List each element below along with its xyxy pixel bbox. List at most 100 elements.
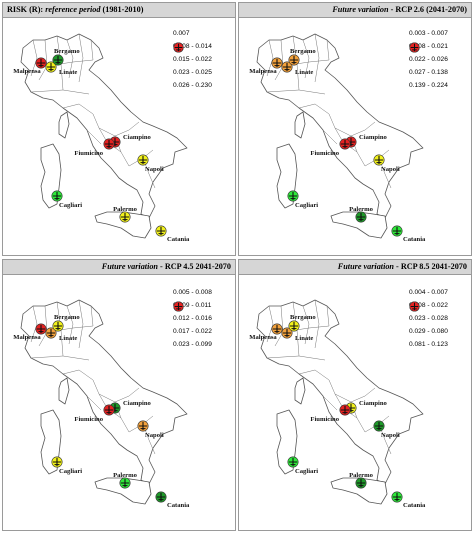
- legend: 0.005 - 0.008 0.009 - 0.011 0.012 - 0.016 0…: [173, 286, 212, 351]
- airport-label-malpensa: Malpensa: [13, 334, 41, 341]
- airport-marker-fiumicino: [339, 138, 351, 150]
- legend-label: 0.023 - 0.099: [173, 341, 212, 348]
- airport-marker-catania: [391, 225, 403, 237]
- airplane-icon: [173, 301, 184, 312]
- panel-rcp-2-6: Future variation - RCP 2.6 (2041-2070) M…: [238, 2, 472, 256]
- airport-marker-linate: [45, 61, 57, 73]
- legend-label: 0.004 - 0.007: [409, 289, 448, 296]
- airport-label-cagliari: Cagliari: [59, 202, 82, 209]
- airport-label-napoli: Napoli: [381, 166, 400, 173]
- panel-rcp-8-5: Future variation - RCP 8.5 2041-2070 Mal…: [238, 259, 472, 531]
- airport-label-palermo: Palermo: [349, 206, 374, 213]
- legend-label: 0.017 - 0.022: [173, 328, 212, 335]
- airport-label-linate: Linate: [295, 69, 313, 76]
- panel-rcp-4-5: Future variation - RCP 4.5 2041-2070 Mal…: [2, 259, 236, 531]
- airport-marker-palermo: [119, 477, 131, 489]
- airport-marker-malpensa: [271, 323, 283, 335]
- airport-marker-bergamo: [52, 54, 64, 66]
- legend-item: 0.003 - 0.007: [409, 27, 448, 53]
- airport-marker-malpensa: [35, 323, 47, 335]
- legend-item: 0.029 - 0.080: [409, 301, 448, 338]
- airport-label-ciampino: Ciampino: [359, 400, 388, 407]
- airport-label-linate: Linate: [59, 335, 77, 342]
- airport-marker-napoli: [373, 420, 385, 432]
- legend-label: 0.009 - 0.011: [173, 302, 212, 309]
- airport-marker-catania: [391, 491, 403, 503]
- legend-item: 0.015 - 0.022: [173, 42, 212, 66]
- legend-label: 0.008 - 0.022: [409, 302, 448, 309]
- airport-label-napoli: Napoli: [381, 432, 400, 439]
- legend-label: 0.003 - 0.007: [409, 30, 448, 37]
- airport-label-fiumicino: Fiumicino: [74, 150, 103, 157]
- legend-label: 0.007: [173, 30, 190, 37]
- airport-marker-linate: [281, 327, 293, 339]
- legend-item: 0.012 - 0.016: [173, 301, 212, 325]
- airport-label-bergamo: Bergamo: [290, 48, 316, 55]
- airport-marker-palermo: [119, 211, 131, 223]
- airport-label-catania: Catania: [167, 236, 190, 243]
- legend: 0.004 - 0.007 0.008 - 0.022 0.023 - 0.028 0…: [409, 286, 448, 351]
- airport-marker-malpensa: [271, 57, 283, 69]
- legend-label: 0.139 - 0.224: [409, 82, 448, 89]
- legend-label: 0.008 - 0.014: [173, 43, 212, 50]
- panel-title: RISK (R): reference period (1981-2010): [3, 3, 235, 18]
- italy-map: Malpensa Linate Bergamo Ciampino Fiumicino Na…: [249, 33, 426, 243]
- airport-marker-linate: [281, 61, 293, 73]
- airport-label-napoli: Napoli: [145, 432, 164, 439]
- airport-label-napoli: Napoli: [145, 166, 164, 173]
- italy-map: Malpensa Linate Bergamo Ciampino Fiumicino Na…: [13, 299, 190, 509]
- airport-label-palermo: Palermo: [113, 206, 138, 213]
- airport-label-catania: Catania: [403, 236, 426, 243]
- airport-marker-fiumicino: [103, 404, 115, 416]
- panel-title: Future variation - RCP 8.5 2041-2070: [239, 260, 471, 275]
- legend: 0.007 0.008 - 0.014 0.015 - 0.022 0.023 - 0…: [173, 27, 212, 92]
- airport-label-fiumicino: Fiumicino: [310, 416, 339, 423]
- airport-marker-cagliari: [287, 190, 299, 202]
- legend-item: 0.023 - 0.025: [173, 42, 212, 79]
- airport-marker-palermo: [355, 211, 367, 223]
- airport-marker-cagliari: [51, 190, 63, 202]
- panel-reference-period: RISK (R): reference period (1981-2010) M…: [2, 2, 236, 256]
- airport-label-ciampino: Ciampino: [123, 400, 152, 407]
- italy-map: Malpensa Linate Bergamo Ciampino Fiumicino Na…: [13, 33, 190, 243]
- legend-item: 0.023 - 0.099: [173, 301, 212, 351]
- legend-label: 0.022 - 0.026: [409, 56, 448, 63]
- airport-marker-napoli: [137, 154, 149, 166]
- airport-marker-malpensa: [35, 57, 47, 69]
- legend-item: 0.027 - 0.138: [409, 42, 448, 79]
- airport-label-malpensa: Malpensa: [13, 68, 41, 75]
- airport-marker-palermo: [355, 477, 367, 489]
- airport-marker-napoli: [373, 154, 385, 166]
- legend-item: 0.139 - 0.224: [409, 42, 448, 92]
- legend-label: 0.023 - 0.028: [409, 315, 448, 322]
- legend-label: 0.005 - 0.008: [173, 289, 212, 296]
- airport-label-linate: Linate: [295, 335, 313, 342]
- legend-item: 0.023 - 0.028: [409, 301, 448, 325]
- airport-label-bergamo: Bergamo: [54, 314, 80, 321]
- italy-outline: [256, 33, 424, 239]
- airport-marker-fiumicino: [339, 404, 351, 416]
- italy-map: Malpensa Linate Bergamo Ciampino Fiumicino Na…: [249, 299, 426, 509]
- airport-label-catania: Catania: [403, 502, 426, 509]
- airport-label-linate: Linate: [59, 69, 77, 76]
- airport-label-bergamo: Bergamo: [290, 314, 316, 321]
- airport-marker-bergamo: [288, 320, 300, 332]
- airport-label-palermo: Palermo: [113, 472, 138, 479]
- legend-item: 0.022 - 0.026: [409, 42, 448, 66]
- legend-item: 0.005 - 0.008: [173, 286, 212, 312]
- airplane-icon: [173, 42, 184, 53]
- airport-marker-napoli: [137, 420, 149, 432]
- panel-title: Future variation - RCP 4.5 2041-2070: [3, 260, 235, 275]
- airport-label-ciampino: Ciampino: [123, 134, 152, 141]
- panel-title: Future variation - RCP 2.6 (2041-2070): [239, 3, 471, 18]
- airport-label-fiumicino: Fiumicino: [310, 150, 339, 157]
- airplane-icon: [409, 301, 420, 312]
- legend-label: 0.081 - 0.123: [409, 341, 448, 348]
- airport-marker-linate: [45, 327, 57, 339]
- airport-label-malpensa: Malpensa: [249, 68, 277, 75]
- legend-label: 0.015 - 0.022: [173, 56, 212, 63]
- legend-label: 0.029 - 0.080: [409, 328, 448, 335]
- airport-marker-catania: [155, 225, 167, 237]
- airport-label-bergamo: Bergamo: [54, 48, 80, 55]
- airport-label-catania: Catania: [167, 502, 190, 509]
